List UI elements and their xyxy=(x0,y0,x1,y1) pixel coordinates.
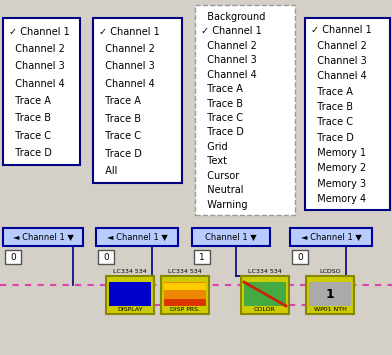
Bar xyxy=(244,282,286,306)
Text: Trace C: Trace C xyxy=(99,131,141,141)
Text: 1: 1 xyxy=(199,252,205,262)
Text: COLOR: COLOR xyxy=(254,307,276,312)
Text: Memory 4: Memory 4 xyxy=(311,194,366,204)
Bar xyxy=(164,291,206,298)
Text: ✓ Channel 1: ✓ Channel 1 xyxy=(99,27,160,37)
Text: Channel 2: Channel 2 xyxy=(9,44,65,54)
Text: WP01 NTH: WP01 NTH xyxy=(314,307,347,312)
Text: ✓ Channel 1: ✓ Channel 1 xyxy=(201,26,262,36)
Bar xyxy=(241,276,289,314)
Text: Channel 2: Channel 2 xyxy=(311,41,367,51)
Text: Channel 1 ▼: Channel 1 ▼ xyxy=(205,233,257,241)
Text: All: All xyxy=(99,166,117,176)
Text: DISP PRS.: DISP PRS. xyxy=(170,307,200,312)
Text: 0: 0 xyxy=(10,252,16,262)
Text: Channel 2: Channel 2 xyxy=(201,41,257,51)
Text: Channel 4: Channel 4 xyxy=(99,79,155,89)
Text: Channel 4: Channel 4 xyxy=(9,79,65,89)
Text: Memory 2: Memory 2 xyxy=(311,163,366,174)
Bar xyxy=(5,250,21,264)
Text: Trace A: Trace A xyxy=(201,84,243,94)
Text: Channel 4: Channel 4 xyxy=(311,71,367,81)
Text: Trace C: Trace C xyxy=(311,118,353,127)
Bar xyxy=(305,18,390,210)
Text: 0: 0 xyxy=(103,252,109,262)
Text: Trace D: Trace D xyxy=(311,133,354,143)
Text: Trace B: Trace B xyxy=(99,114,141,124)
Bar xyxy=(109,282,151,306)
Bar xyxy=(164,282,206,306)
Text: Memory 1: Memory 1 xyxy=(311,148,366,158)
Text: Trace C: Trace C xyxy=(9,131,51,141)
Bar xyxy=(290,228,372,246)
Bar xyxy=(194,250,210,264)
Text: Text: Text xyxy=(201,156,227,166)
Text: ◄ Channel 1 ▼: ◄ Channel 1 ▼ xyxy=(301,233,361,241)
Text: Trace D: Trace D xyxy=(9,148,52,158)
Bar xyxy=(106,276,154,314)
Bar xyxy=(96,228,178,246)
Text: Channel 3: Channel 3 xyxy=(99,61,155,71)
Bar xyxy=(306,276,354,314)
Bar xyxy=(98,250,114,264)
Bar xyxy=(3,228,83,246)
Text: Channel 4: Channel 4 xyxy=(201,70,257,80)
Text: Warning: Warning xyxy=(201,200,247,209)
Text: Trace C: Trace C xyxy=(201,113,243,123)
Text: Channel 2: Channel 2 xyxy=(99,44,155,54)
Text: Trace B: Trace B xyxy=(201,98,243,109)
Text: Trace A: Trace A xyxy=(311,87,353,97)
Text: Trace A: Trace A xyxy=(99,96,141,106)
Text: ◄ Channel 1 ▼: ◄ Channel 1 ▼ xyxy=(13,233,73,241)
Text: ◄ Channel 1 ▼: ◄ Channel 1 ▼ xyxy=(107,233,167,241)
Bar xyxy=(161,276,209,314)
Bar xyxy=(309,282,351,306)
Text: Channel 3: Channel 3 xyxy=(311,56,367,66)
Text: 1: 1 xyxy=(326,288,334,300)
Bar xyxy=(164,283,206,290)
Text: Channel 3: Channel 3 xyxy=(201,55,257,65)
Bar xyxy=(195,5,295,215)
Text: Cursor: Cursor xyxy=(201,171,239,181)
Text: Trace B: Trace B xyxy=(311,102,353,112)
Text: Memory 3: Memory 3 xyxy=(311,179,366,189)
Text: LC334 534: LC334 534 xyxy=(248,269,282,274)
Bar xyxy=(93,18,182,183)
Text: Grid: Grid xyxy=(201,142,228,152)
Bar xyxy=(192,228,270,246)
Bar xyxy=(3,18,80,165)
Text: Channel 3: Channel 3 xyxy=(9,61,65,71)
Bar xyxy=(164,299,206,306)
Text: Background: Background xyxy=(201,12,265,22)
Text: Trace A: Trace A xyxy=(9,96,51,106)
Text: Trace D: Trace D xyxy=(201,127,244,137)
Text: LC334 534: LC334 534 xyxy=(168,269,202,274)
Text: Neutral: Neutral xyxy=(201,185,243,195)
Text: LC334 534: LC334 534 xyxy=(113,269,147,274)
Text: ✓ Channel 1: ✓ Channel 1 xyxy=(9,27,70,37)
Text: LCDSO: LCDSO xyxy=(319,269,341,274)
Text: Trace D: Trace D xyxy=(99,149,142,159)
Text: DISPLAY: DISPLAY xyxy=(117,307,143,312)
Text: ✓ Channel 1: ✓ Channel 1 xyxy=(311,26,372,36)
Bar xyxy=(292,250,308,264)
Text: Trace B: Trace B xyxy=(9,114,51,124)
Text: 0: 0 xyxy=(297,252,303,262)
